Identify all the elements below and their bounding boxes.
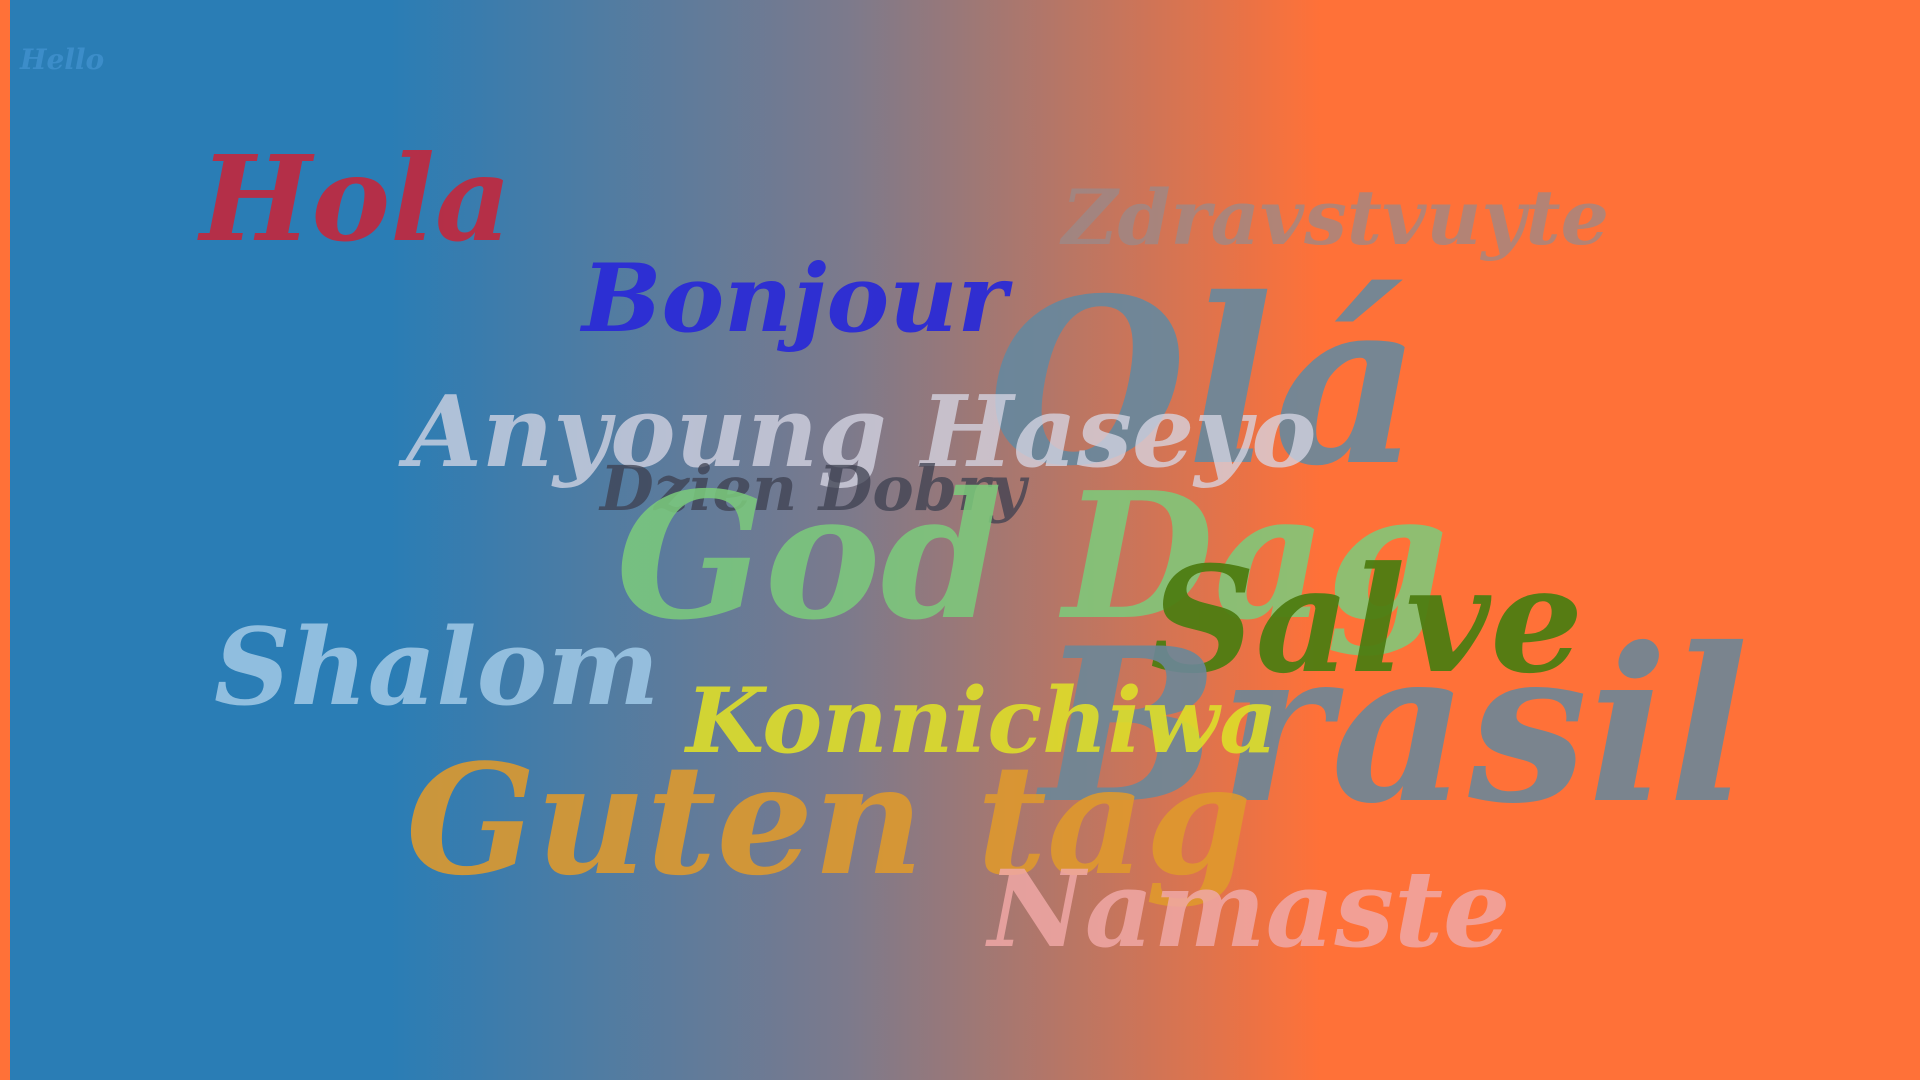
word-zdravstvuyte: Zdravstvuyte (1062, 173, 1609, 262)
word-salve: Salve (1150, 535, 1584, 706)
word-namaste: Namaste (988, 846, 1511, 971)
word-ola: Olá (988, 248, 1421, 516)
word-anyoung-haseyo: Anyoung Haseyo (406, 375, 1317, 490)
word-hello: Hello (20, 43, 105, 76)
word-konnichiwa: Konnichiwa (686, 668, 1278, 774)
word-god-dag: God Dag (616, 455, 1449, 659)
word-dzien-dobry: Dzien Dobry (600, 452, 1026, 525)
word-bonjour: Bonjour (582, 244, 1008, 354)
word-guten-tag: Guten tag (406, 730, 1252, 909)
word-shalom: Shalom (214, 604, 660, 729)
word-hola: Hola (200, 129, 512, 268)
greeting-word-cloud: Hello Hola Bonjour Zdravstvuyte Olá Anyo… (10, 0, 1910, 1080)
word-brasil: Brasil (1040, 601, 1749, 850)
